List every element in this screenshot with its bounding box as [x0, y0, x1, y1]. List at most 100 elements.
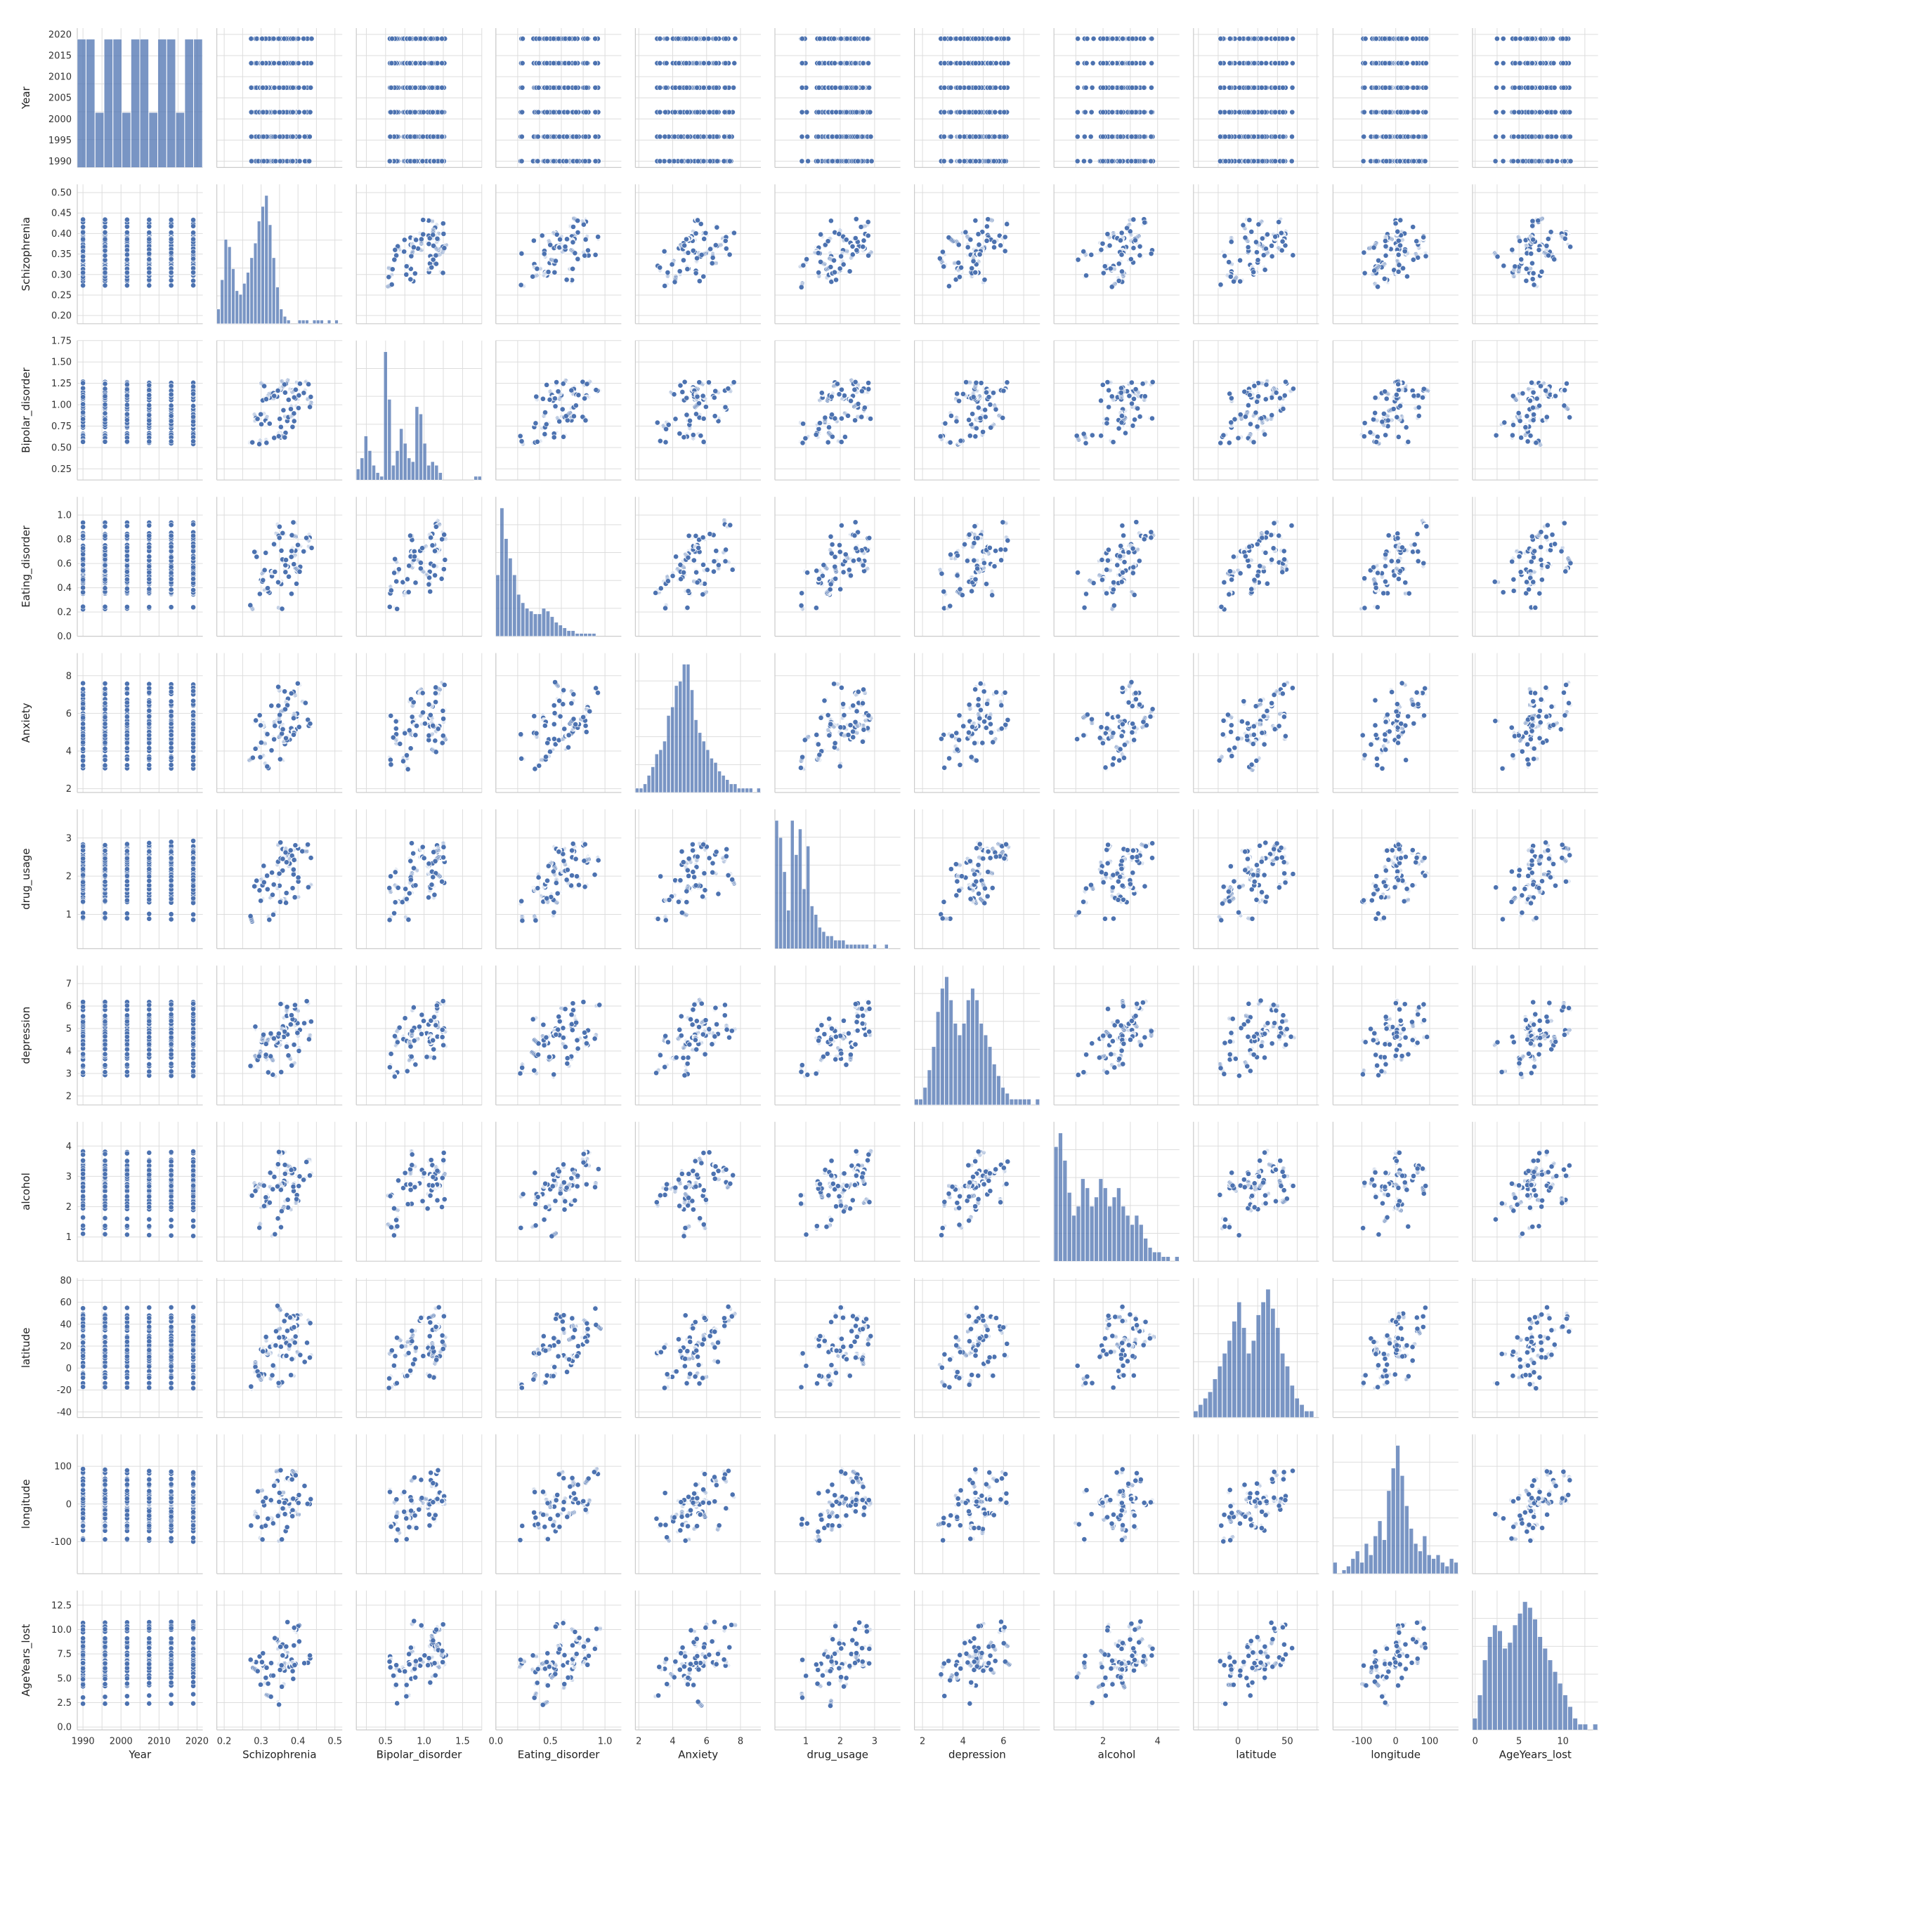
scatter-point	[815, 159, 820, 164]
scatter-point	[1149, 36, 1154, 41]
scatter-point	[957, 275, 962, 280]
scatter-point	[1387, 36, 1392, 41]
scatter-point	[389, 282, 394, 287]
hist-bar	[316, 320, 320, 324]
scatter-point	[799, 159, 804, 164]
scatter-point	[968, 237, 973, 242]
scatter-point	[1085, 36, 1090, 41]
scatter-point	[1525, 36, 1529, 41]
scatter-point	[1384, 159, 1389, 164]
scatter-point	[563, 244, 568, 249]
scatter-point	[551, 134, 556, 139]
scatter-point	[301, 85, 306, 90]
scatter-point	[1404, 60, 1409, 65]
hist-bar	[194, 39, 202, 168]
scatter-point	[169, 283, 174, 288]
scatter-point	[1273, 85, 1278, 90]
scatter-point	[816, 251, 821, 256]
scatter-point	[1002, 60, 1007, 65]
scatter-point	[535, 134, 540, 139]
scatter-point	[414, 237, 419, 242]
scatter-point	[564, 134, 569, 139]
scatter-point	[169, 237, 174, 242]
scatter-point	[1411, 134, 1416, 139]
hist-bar	[176, 112, 184, 167]
scatter-point	[1110, 85, 1115, 90]
scatter-point	[1120, 60, 1125, 65]
scatter-point	[421, 232, 426, 237]
scatter-point	[942, 85, 947, 90]
scatter-point	[1246, 159, 1251, 164]
scatter-point	[291, 60, 296, 65]
scatter-point	[695, 218, 700, 223]
scatter-point	[1424, 36, 1429, 41]
scatter-point	[1362, 110, 1366, 115]
scatter-point	[658, 159, 663, 164]
hist-bar	[167, 39, 176, 168]
scatter-point	[124, 283, 129, 288]
scatter-point	[557, 237, 562, 242]
scatter-point	[844, 36, 849, 41]
scatter-point	[1273, 159, 1278, 164]
scatter-point	[854, 248, 859, 253]
panel-Schizophrenia-vs-alcohol	[1054, 184, 1180, 323]
scatter-point	[413, 60, 418, 65]
scatter-point	[1501, 60, 1506, 65]
scatter-point	[1129, 110, 1134, 115]
scatter-point	[1513, 36, 1518, 41]
scatter-point	[699, 252, 704, 257]
scatter-point	[1227, 60, 1232, 65]
scatter-point	[430, 110, 435, 115]
scatter-point	[593, 85, 598, 90]
scatter-point	[566, 85, 570, 90]
hist-bar	[320, 320, 324, 324]
scatter-point	[672, 110, 677, 115]
scatter-point	[1423, 110, 1428, 115]
hist-bar	[232, 269, 235, 324]
scatter-point	[422, 60, 427, 65]
scatter-point	[1567, 134, 1572, 139]
scatter-point	[691, 248, 696, 253]
scatter-point	[190, 230, 195, 235]
scatter-point	[941, 134, 946, 139]
scatter-point	[663, 134, 667, 139]
scatter-point	[421, 134, 426, 139]
scatter-point	[1264, 60, 1269, 65]
scatter-point	[1398, 110, 1403, 115]
scatter-point	[249, 85, 254, 90]
scatter-point	[124, 237, 129, 242]
scatter-point	[271, 36, 276, 41]
scatter-point	[958, 60, 962, 65]
scatter-point	[973, 218, 978, 223]
scatter-point	[1529, 159, 1534, 164]
scatter-point	[409, 254, 414, 259]
scatter-point	[1538, 60, 1543, 65]
scatter-point	[706, 36, 711, 41]
scatter-point	[1246, 36, 1251, 41]
scatter-point	[948, 60, 953, 65]
scatter-point	[988, 85, 993, 90]
scatter-point	[573, 251, 577, 256]
scatter-point	[1529, 134, 1534, 139]
scatter-point	[440, 221, 445, 226]
scatter-point	[1510, 159, 1515, 164]
scatter-point	[1545, 134, 1550, 139]
scatter-point	[556, 110, 561, 115]
scatter-point	[844, 134, 849, 139]
scatter-point	[696, 134, 700, 139]
scatter-point	[672, 159, 677, 164]
scatter-point	[564, 278, 569, 282]
scatter-point	[992, 134, 997, 139]
scatter-point	[965, 36, 970, 41]
scatter-point	[1003, 249, 1007, 254]
scatter-point	[273, 134, 278, 139]
scatter-point	[1539, 36, 1543, 41]
scatter-point	[537, 36, 542, 41]
scatter-point	[1142, 110, 1147, 115]
scatter-point	[1083, 85, 1088, 90]
scatter-point	[261, 159, 266, 164]
scatter-point	[799, 36, 804, 41]
scatter-point	[723, 60, 728, 65]
scatter-point	[81, 283, 86, 288]
scatter-point	[844, 60, 849, 65]
